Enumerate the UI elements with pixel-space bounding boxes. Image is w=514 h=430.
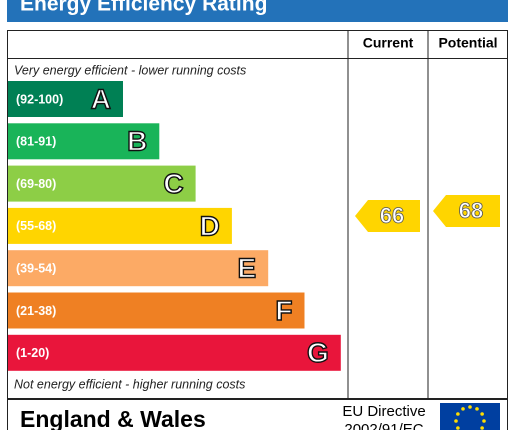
band-range: (39-54) (16, 261, 56, 275)
top-note: Very energy efficient - lower running co… (14, 63, 246, 77)
potential-rating: 68 (459, 198, 483, 223)
footer-region: England & Wales (20, 406, 206, 430)
band-range: (55-68) (16, 219, 56, 233)
band-letter: F (275, 295, 292, 326)
footer-border (7, 399, 508, 430)
eu-stars (454, 405, 486, 430)
bottom-note: Not energy efficient - higher running co… (14, 377, 245, 391)
rating-band (8, 250, 269, 287)
band-letter: B (127, 126, 147, 157)
potential-arrow (433, 195, 500, 227)
band-range: (81-91) (16, 135, 56, 149)
band-letter: A (91, 83, 111, 114)
rating-band (8, 123, 160, 160)
rating-band (8, 334, 341, 371)
rating-band (8, 292, 305, 329)
column-header: Potential (438, 35, 497, 51)
band-letter: D (200, 210, 220, 241)
rating-band (8, 165, 196, 202)
band-range: (21-38) (16, 304, 56, 318)
eu-star (456, 412, 460, 416)
band-range: (1-20) (16, 346, 49, 360)
eu-star (461, 407, 465, 411)
current-rating: 66 (380, 203, 404, 228)
eu-star (480, 412, 484, 416)
title-bar (7, 0, 508, 22)
band-range: (69-80) (16, 177, 56, 191)
eu-star (482, 419, 486, 423)
eu-star (475, 407, 479, 411)
current-arrow (355, 200, 420, 232)
band-letter: C (163, 168, 183, 199)
band-range: (92-100) (16, 92, 63, 106)
eu-star (468, 405, 472, 409)
rating-band (8, 207, 232, 244)
rating-band (8, 81, 123, 117)
title: Energy Efficiency Rating (20, 0, 267, 16)
eu-star (454, 419, 458, 423)
eu-star (456, 426, 460, 430)
footer-directive: EU Directive (342, 403, 425, 420)
band-letter: G (307, 337, 329, 368)
band-letter: E (238, 253, 257, 284)
footer-directive-number: 2002/91/EC (344, 421, 423, 430)
column-header: Current (363, 35, 414, 51)
eu-star (480, 426, 484, 430)
table-border (7, 30, 508, 399)
